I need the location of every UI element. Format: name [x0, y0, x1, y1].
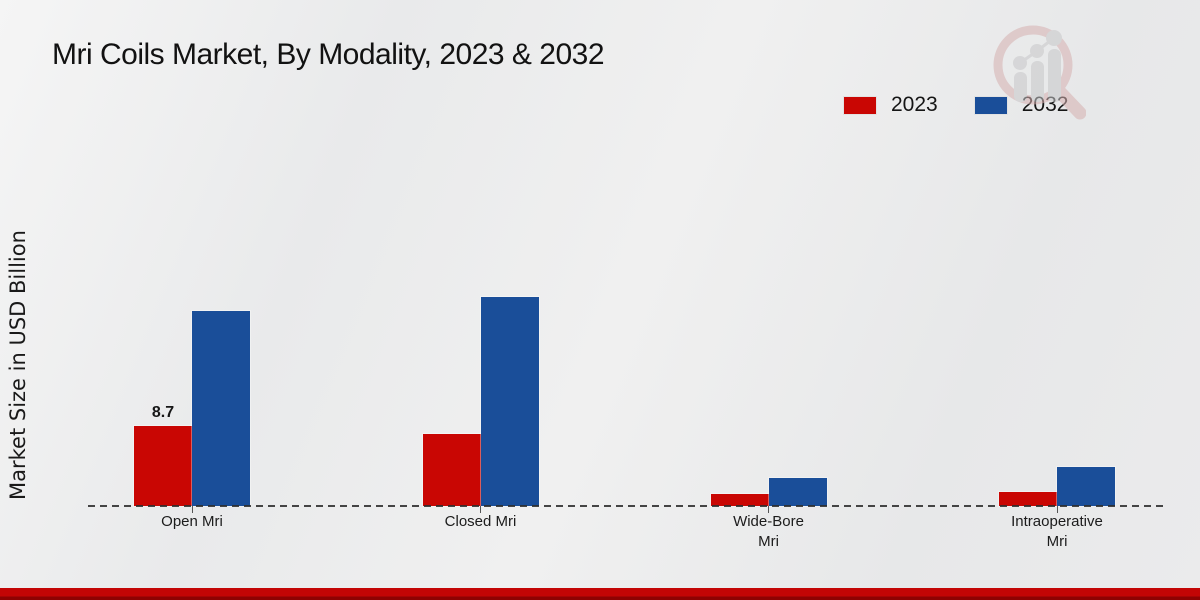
bar-2023-wide-bore-mri: [709, 493, 770, 507]
x-category-label-wide-bore-mri: Wide-Bore Mri: [733, 513, 804, 550]
x-axis-tick-intraoperative-mri: [1056, 506, 1058, 513]
x-axis-tick-closed-mri: [480, 506, 481, 513]
x-axis-baseline: [88, 505, 1163, 507]
bar-2023-intraoperative-mri: [998, 491, 1058, 507]
x-axis-tick-open-mri: [191, 506, 193, 513]
chart-title: Mri Coils Market, By Modality, 2023 & 20…: [52, 38, 605, 71]
bar-2032-open-mri: [191, 310, 251, 507]
bar-2023-open-mri: [133, 425, 193, 507]
legend-item-2023: 2023: [843, 93, 938, 117]
x-axis-tick-wide-bore-mri: [768, 506, 769, 513]
bar-2032-wide-bore-mri: [767, 477, 828, 507]
bar-2032-closed-mri: [479, 296, 540, 507]
bar-2023-closed-mri: [421, 433, 482, 507]
legend-swatch-2023-icon: [843, 95, 877, 115]
bar-2032-intraoperative-mri: [1056, 466, 1116, 507]
x-category-label-intraoperative-mri: Intraoperative Mri: [1011, 513, 1103, 550]
x-category-label-closed-mri: Closed Mri: [444, 513, 517, 530]
bar-value-label-2023-open-mri: 8.7: [151, 404, 175, 421]
bottom-accent-bar: [0, 588, 1200, 600]
legend-label-2023: 2023: [891, 93, 938, 116]
x-category-label-open-mri: Open Mri: [161, 513, 223, 530]
